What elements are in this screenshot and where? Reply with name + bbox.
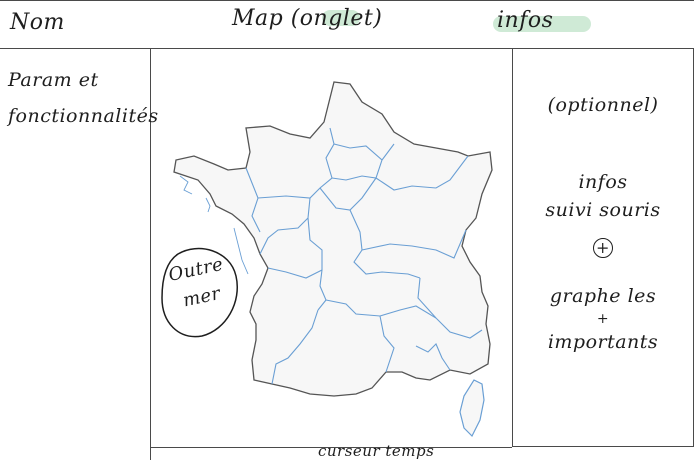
region-border-9	[361, 229, 467, 259]
tab-infos[interactable]: infos	[493, 8, 591, 33]
coast-detail-2	[205, 197, 211, 213]
graphs-line-1: graphe les	[549, 285, 657, 307]
tab-infos-label: infos	[497, 8, 554, 33]
region-border-5	[375, 155, 469, 191]
settings-panel-text: Param et fonctionnalités	[8, 62, 159, 134]
region-border-12	[325, 299, 483, 339]
region-border-3	[331, 143, 395, 181]
region-border-14	[271, 309, 319, 385]
settings-line-2: fonctionnalités	[8, 105, 159, 127]
time-slider-label: curseur temps	[318, 442, 435, 460]
graphs-line-3: importants	[547, 331, 659, 353]
app-name[interactable]: Nom	[10, 10, 65, 35]
region-border-15	[379, 315, 395, 373]
settings-line-1: Param et	[8, 69, 99, 91]
region-border-1	[245, 167, 261, 233]
settings-panel	[0, 48, 151, 460]
region-border-13	[417, 277, 437, 319]
coast-detail-3	[233, 227, 249, 275]
coast-detail	[179, 175, 249, 275]
region-border-6	[259, 197, 311, 255]
plus-icon-label: +	[593, 238, 613, 258]
header	[0, 0, 694, 49]
important-graphs: graphe les + importants	[513, 280, 693, 358]
info-optional-label: (optionnel)	[547, 94, 659, 116]
france-outline	[173, 81, 493, 397]
tab-map[interactable]: Map (onglet)	[232, 6, 382, 31]
france-map[interactable]	[150, 48, 512, 448]
region-border-11	[267, 267, 323, 279]
coast-detail-1	[179, 175, 193, 195]
graphs-line-2: +	[596, 311, 610, 327]
region-border-16	[415, 343, 451, 371]
region-borders	[245, 127, 483, 385]
info-line-2: suivi souris	[545, 199, 661, 221]
region-border-2	[257, 127, 335, 199]
info-panel: (optionnel) infos suivi souris + graphe …	[512, 48, 694, 447]
info-mouse-tracking: infos suivi souris	[513, 168, 693, 224]
region-border-8	[349, 209, 421, 279]
info-line-1: infos	[578, 171, 628, 193]
overseas-button[interactable]: Outre mer	[158, 244, 240, 340]
corsica-outline	[459, 379, 485, 438]
region-border-4	[333, 143, 383, 161]
tab-map-label: Map (onglet)	[232, 6, 383, 31]
plus-icon: +	[513, 238, 693, 258]
overseas-circle	[161, 247, 238, 338]
time-slider[interactable]	[150, 447, 512, 462]
